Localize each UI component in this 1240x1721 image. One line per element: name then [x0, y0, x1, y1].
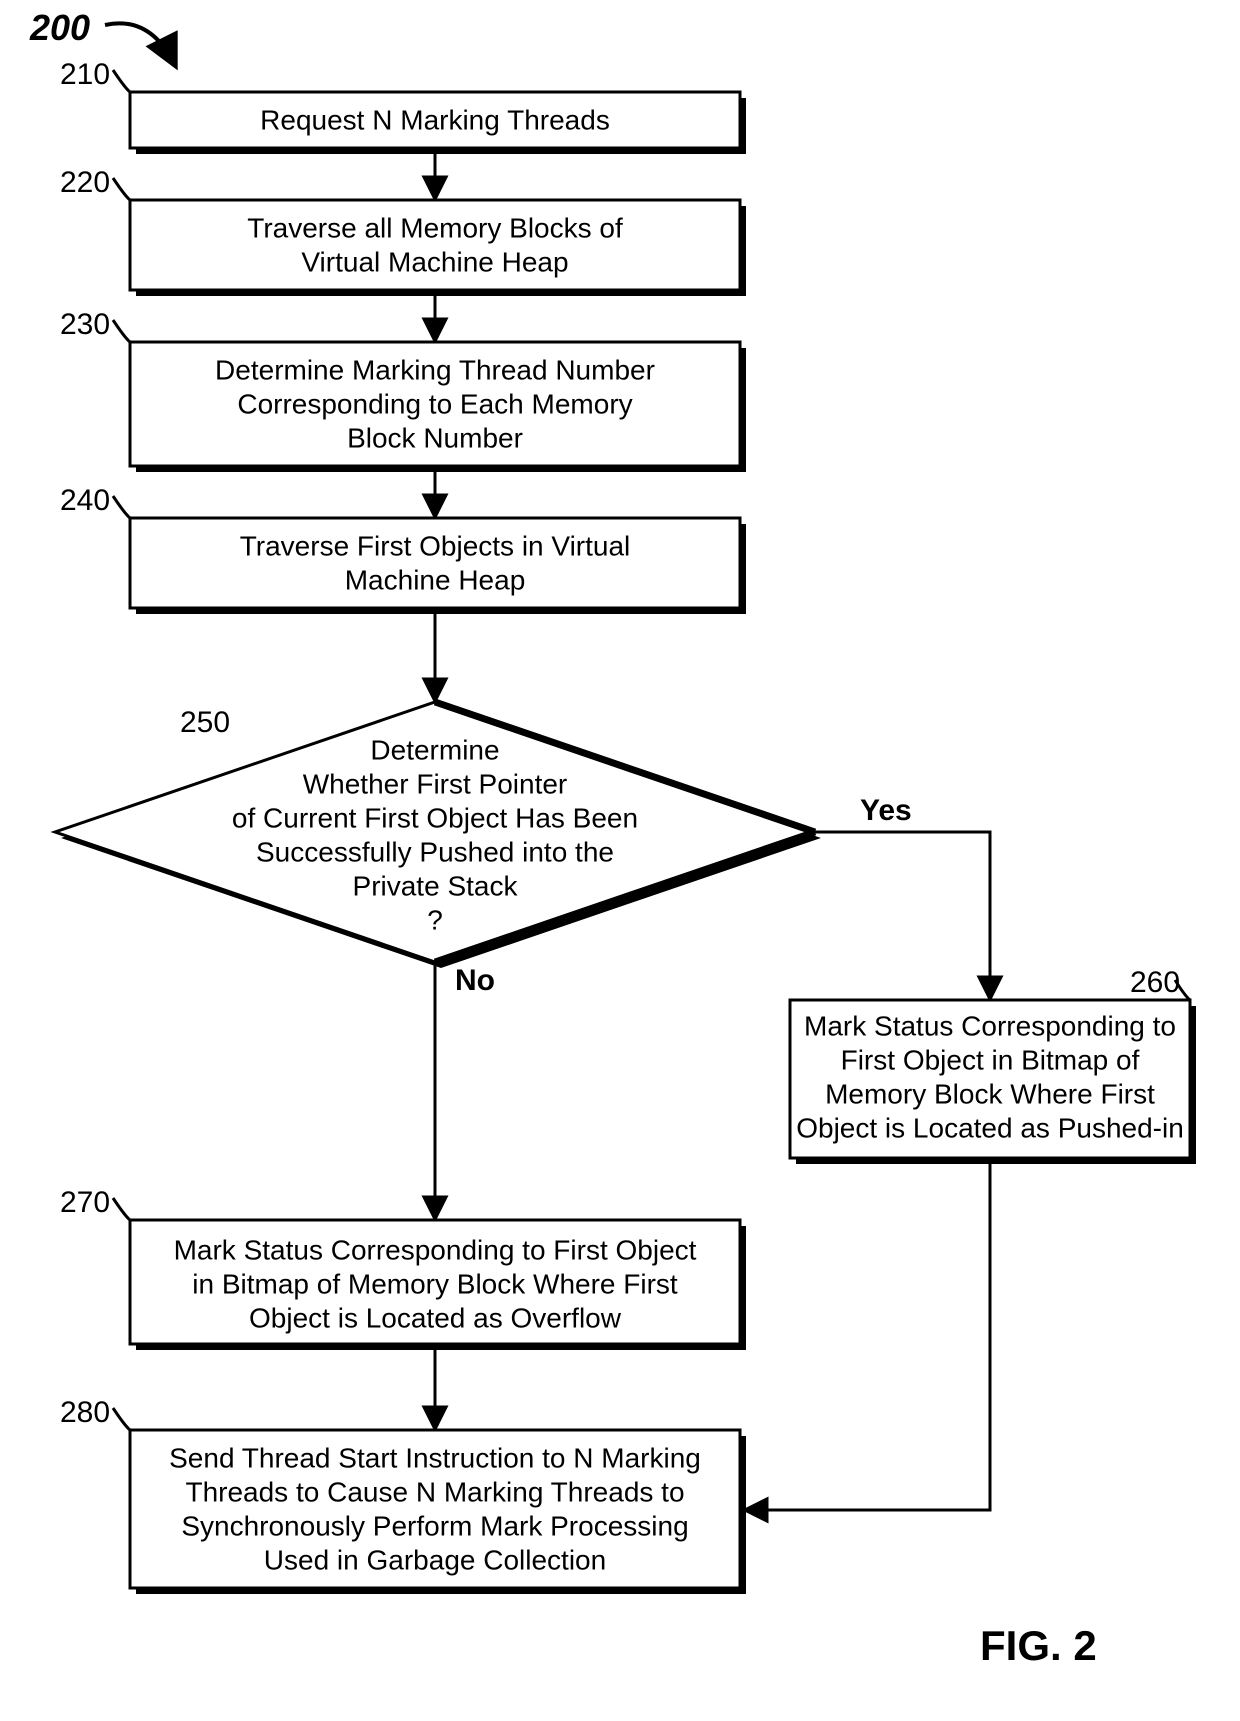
node-270: 270 Mark Status Corresponding to First O…	[60, 1186, 746, 1350]
svg-text:Used in Garbage Collection: Used in Garbage Collection	[264, 1544, 606, 1575]
ref-230: 230	[60, 308, 110, 341]
svg-text:of Current First Object Has Be: of Current First Object Has Been	[232, 802, 638, 833]
svg-text:in Bitmap of Memory Block Wher: in Bitmap of Memory Block Where First	[192, 1268, 678, 1299]
svg-text:Mark Status Corresponding to F: Mark Status Corresponding to First Objec…	[174, 1234, 697, 1265]
node-240: 240 Traverse First Objects in Virtual Ma…	[60, 484, 746, 614]
svg-text:Machine Heap: Machine Heap	[345, 564, 526, 595]
node-280: 280 Send Thread Start Instruction to N M…	[60, 1396, 746, 1594]
svg-text:?: ?	[427, 904, 443, 935]
ref-280: 280	[60, 1396, 110, 1429]
svg-text:Corresponding to Each Memory: Corresponding to Each Memory	[237, 388, 632, 419]
ref-250: 250	[180, 706, 230, 739]
svg-text:First Object in Bitmap of: First Object in Bitmap of	[841, 1044, 1140, 1075]
figure-number-label: 200	[29, 7, 90, 48]
ref-260: 260	[1130, 966, 1180, 999]
node-250-decision: 250 Determine Whether First Pointer of C…	[55, 702, 821, 968]
ref-270: 270	[60, 1186, 110, 1219]
node-260: 260 Mark Status Corresponding to First O…	[790, 966, 1196, 1164]
svg-text:Synchronously Perform Mark Pro: Synchronously Perform Mark Processing	[181, 1510, 688, 1541]
node-210-text: Request N Marking Threads	[260, 104, 610, 135]
svg-text:Threads to Cause N Marking Thr: Threads to Cause N Marking Threads to	[185, 1476, 684, 1507]
edge-250-260-yes	[815, 832, 990, 998]
ref-220: 220	[60, 166, 110, 199]
figure-number-arrow	[105, 23, 175, 65]
node-210: 210 Request N Marking Threads	[60, 58, 746, 154]
svg-text:Virtual Machine Heap: Virtual Machine Heap	[301, 246, 568, 277]
svg-text:Traverse all Memory Blocks of: Traverse all Memory Blocks of	[247, 212, 623, 243]
node-220: 220 Traverse all Memory Blocks of Virtua…	[60, 166, 746, 296]
svg-text:Object is Located as Overflow: Object is Located as Overflow	[249, 1302, 622, 1333]
svg-text:Memory Block Where First: Memory Block Where First	[825, 1078, 1155, 1109]
svg-text:Traverse First Objects in Virt: Traverse First Objects in Virtual	[240, 530, 631, 561]
no-label: No	[455, 964, 495, 997]
svg-text:Whether First Pointer: Whether First Pointer	[303, 768, 568, 799]
svg-text:Determine: Determine	[370, 734, 499, 765]
svg-text:Send Thread Start Instruction: Send Thread Start Instruction to N Marki…	[169, 1442, 701, 1473]
node-230: 230 Determine Marking Thread Number Corr…	[60, 308, 746, 472]
yes-label: Yes	[860, 794, 912, 827]
svg-text:Block Number: Block Number	[347, 422, 523, 453]
figure-caption: FIG. 2	[980, 1622, 1097, 1669]
svg-text:Mark Status Corresponding to: Mark Status Corresponding to	[804, 1010, 1176, 1041]
ref-210: 210	[60, 58, 110, 91]
edge-260-280	[746, 1158, 990, 1510]
svg-text:Successfully Pushed into the: Successfully Pushed into the	[256, 836, 614, 867]
svg-text:Determine Marking Thread Numbe: Determine Marking Thread Number	[215, 354, 655, 385]
ref-240: 240	[60, 484, 110, 517]
svg-text:Object is Located as Pushed-in: Object is Located as Pushed-in	[796, 1112, 1184, 1143]
svg-text:Private Stack: Private Stack	[353, 870, 519, 901]
